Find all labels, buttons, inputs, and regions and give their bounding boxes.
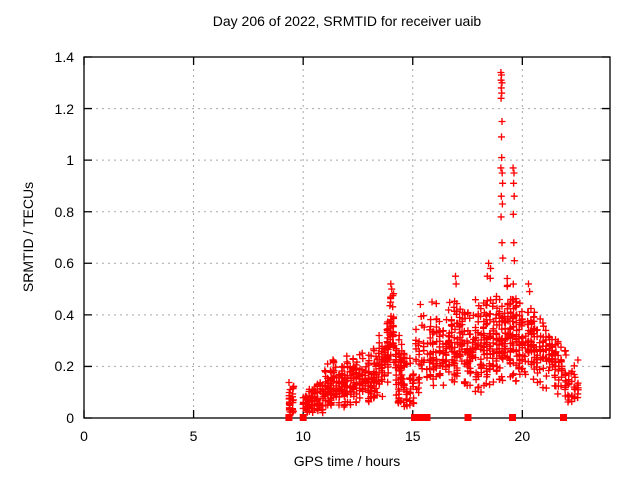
chart-title: Day 206 of 2022, SRMTID for receiver uai… (212, 13, 482, 29)
y-tick-label: 0.6 (54, 255, 74, 272)
y-tick-label: 0.4 (54, 306, 74, 323)
x-tick-label: 10 (295, 428, 311, 444)
zero-square-marker (464, 414, 472, 421)
zero-square-marker (285, 414, 293, 421)
zero-square-marker (509, 414, 516, 421)
zero-square-marker (414, 414, 422, 421)
x-tick-label: 0 (80, 428, 88, 444)
zero-square-marker (418, 414, 426, 421)
plot-border (83, 56, 611, 419)
y-tick-label: 1 (66, 152, 74, 169)
y-tick-label: 1.2 (54, 100, 74, 117)
zero-square-marker (299, 414, 307, 421)
x-tick-label: 5 (189, 428, 198, 444)
scatter-plus-markers (285, 69, 582, 417)
axis-ticks (83, 56, 610, 419)
y-tick-label: 0.8 (54, 203, 74, 220)
x-tick-label: 20 (514, 428, 531, 444)
zero-square-marker (411, 414, 418, 421)
y-tick-label: 0.2 (54, 358, 74, 375)
y-tick-label: 0 (66, 410, 74, 426)
y-axis-label: SRMTID / TECUs (20, 181, 36, 293)
y-tick-label: 1.4 (54, 49, 74, 65)
zero-square-marker (560, 414, 567, 421)
x-tick-label: 15 (404, 428, 421, 444)
x-axis-label: GPS time / hours (293, 453, 401, 469)
zero-square-marker (423, 414, 431, 421)
